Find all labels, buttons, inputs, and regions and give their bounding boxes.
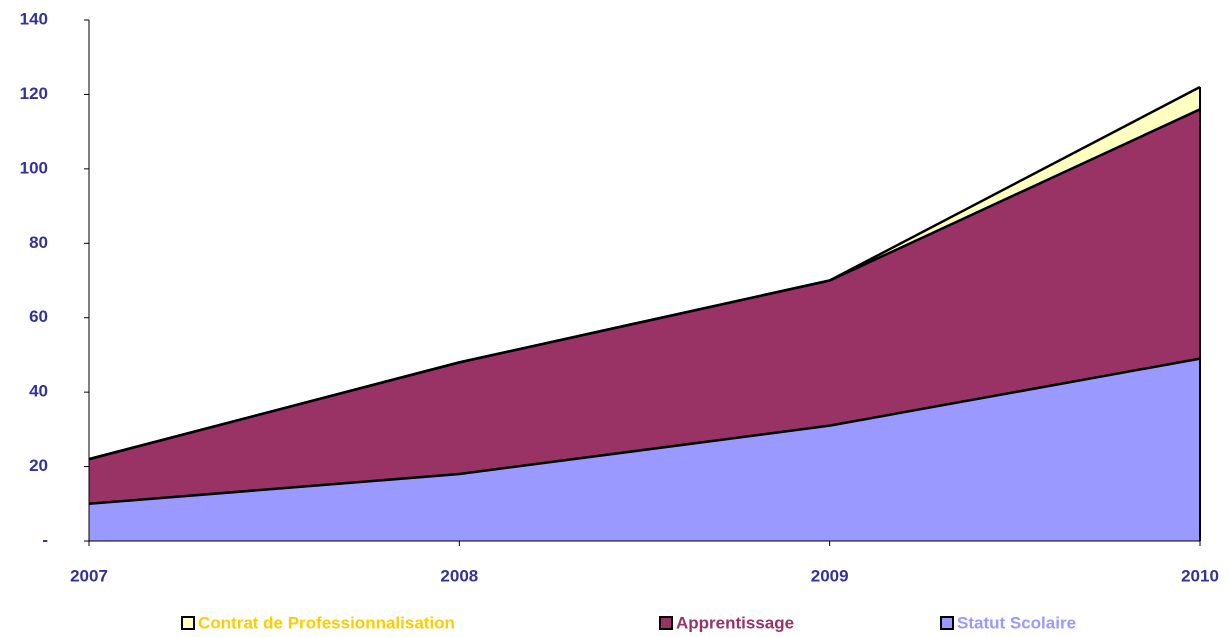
legend-label: Apprentissage [676,613,794,632]
y-tick-label: 20 [29,456,48,475]
legend-label: Statut Scolaire [957,613,1076,632]
y-tick-label: 100 [20,158,48,177]
y-tick-label: 140 [20,9,48,28]
legend-swatch [659,616,673,630]
x-tick-label: 2008 [440,566,478,585]
area [89,109,1200,504]
x-tick-label: 2009 [811,566,849,585]
y-tick-label: - [42,530,48,549]
y-tick-label: 80 [29,233,48,252]
area-edge [88,85,1201,461]
y-tick-label: 60 [29,307,48,326]
y-tick-label: 120 [20,84,48,103]
area-edge [88,357,1201,506]
legend-swatch [940,616,954,630]
legend-label: Contrat de Professionnalisation [198,613,455,632]
y-tick-label: 40 [29,382,48,401]
x-tick-label: 2007 [70,566,108,585]
x-tick-label: 2010 [1181,566,1219,585]
legend-swatch [181,616,195,630]
